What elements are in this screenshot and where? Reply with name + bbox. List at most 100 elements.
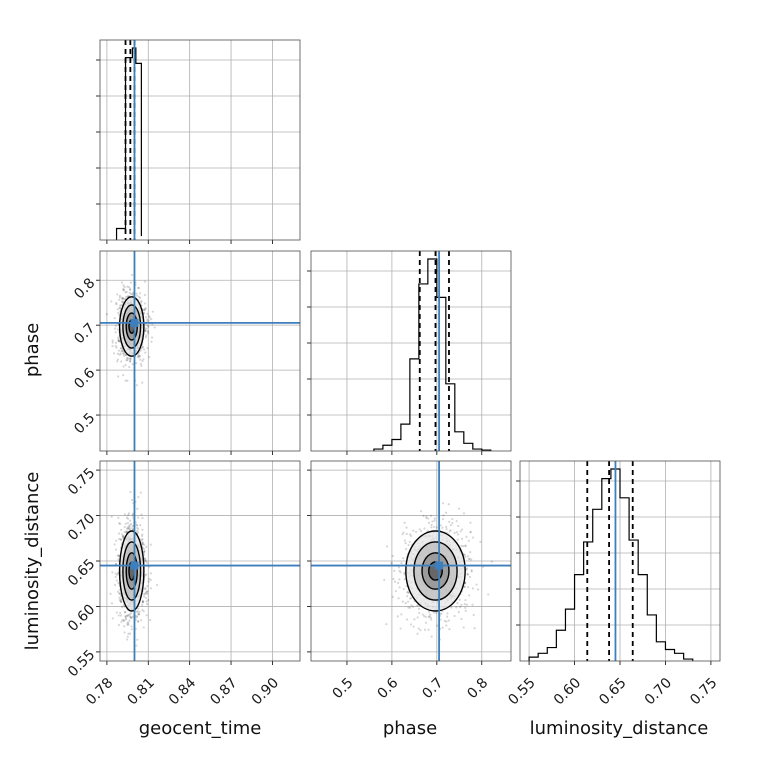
panel-frame-geocent-time-luminosity-distance	[99, 460, 301, 662]
sample-point	[134, 627, 138, 630]
sample-point	[427, 521, 431, 524]
sample-point	[119, 600, 122, 603]
sample-point	[471, 587, 474, 590]
sample-point	[114, 575, 117, 579]
sample-point	[448, 530, 451, 533]
sample-point	[476, 588, 480, 591]
sample-point	[125, 530, 128, 534]
sample-point	[131, 498, 134, 502]
sample-point	[122, 535, 125, 538]
sample-point	[433, 517, 436, 520]
sample-point	[123, 631, 126, 634]
sample-point	[446, 612, 449, 615]
sample-point	[156, 583, 159, 587]
sample-point	[418, 528, 421, 531]
y-axis-label-phase: phase	[22, 323, 43, 377]
sample-point	[141, 359, 144, 363]
sample-point	[117, 336, 120, 339]
y-tick-label-luminosity-distance: 0.70	[65, 511, 98, 544]
sample-point	[125, 516, 129, 519]
truth-marker	[435, 561, 444, 570]
x-axis-label-geocent-time: geocent_time	[139, 718, 262, 739]
sample-point	[459, 606, 462, 609]
sample-point	[116, 352, 119, 355]
sample-point	[427, 517, 430, 520]
y-tick-label-luminosity-distance: 0.55	[65, 647, 98, 680]
sample-point	[140, 299, 143, 303]
sample-point	[129, 288, 132, 291]
sample-point	[115, 346, 118, 349]
sample-point	[121, 535, 125, 538]
density-contour	[125, 552, 138, 590]
sample-point	[453, 614, 456, 618]
sample-point	[383, 578, 386, 581]
sample-point	[117, 554, 121, 557]
sample-point	[400, 613, 403, 616]
sample-point	[146, 590, 149, 593]
sample-point	[122, 619, 126, 622]
density-contour	[118, 530, 145, 612]
sample-point	[455, 531, 458, 534]
sample-point	[409, 623, 413, 626]
sample-point	[393, 580, 397, 583]
sample-point	[487, 593, 490, 596]
sample-point	[406, 594, 409, 598]
sample-point	[144, 351, 147, 354]
sample-point	[467, 539, 470, 543]
y-tick-label-luminosity-distance: 0.65	[65, 556, 98, 589]
sample-point	[143, 308, 146, 312]
sample-point	[141, 542, 144, 546]
sample-point	[468, 594, 471, 597]
sample-point	[131, 514, 134, 517]
sample-point	[127, 623, 130, 626]
sample-point	[117, 339, 120, 343]
sample-point	[122, 289, 125, 292]
sample-point	[129, 615, 132, 618]
sample-point	[144, 316, 148, 319]
sample-point	[114, 331, 117, 334]
sample-point	[128, 286, 131, 289]
sample-point	[418, 611, 421, 615]
sample-point	[396, 581, 400, 584]
sample-point	[144, 591, 147, 594]
sample-point	[141, 540, 144, 544]
sample-point	[141, 533, 144, 536]
sample-point	[105, 313, 108, 316]
sample-point	[391, 595, 394, 598]
sample-point	[122, 619, 125, 622]
sample-point	[126, 635, 129, 638]
sample-point	[127, 527, 130, 530]
sample-point	[151, 310, 154, 313]
sample-point	[128, 366, 131, 369]
sample-point	[115, 302, 118, 305]
sample-point	[126, 614, 129, 617]
sample-point	[472, 613, 475, 617]
sample-point	[459, 530, 462, 533]
sample-point	[141, 599, 144, 602]
sample-point	[422, 514, 425, 518]
sample-point	[143, 302, 147, 305]
sample-point	[126, 623, 129, 627]
sample-point	[143, 293, 147, 297]
sample-point	[140, 534, 144, 538]
sample-point	[448, 520, 451, 523]
sample-point	[120, 304, 123, 307]
sample-point	[129, 360, 132, 363]
sample-point	[468, 575, 472, 579]
sample-point	[145, 573, 148, 576]
axis-labels-layer: geocent_time phase luminosity_distance p…	[22, 323, 708, 739]
sample-point	[118, 294, 122, 297]
sample-point	[120, 300, 123, 303]
sample-point	[117, 338, 120, 341]
sample-point	[398, 586, 401, 589]
sample-point	[146, 312, 149, 315]
sample-point	[420, 530, 423, 533]
sample-point	[421, 613, 424, 616]
sample-point	[126, 517, 130, 520]
sample-point	[137, 620, 140, 623]
sample-point	[122, 604, 125, 607]
sample-point	[141, 600, 145, 603]
sample-point	[138, 613, 141, 616]
sample-point	[135, 362, 138, 365]
sample-point	[146, 561, 149, 564]
